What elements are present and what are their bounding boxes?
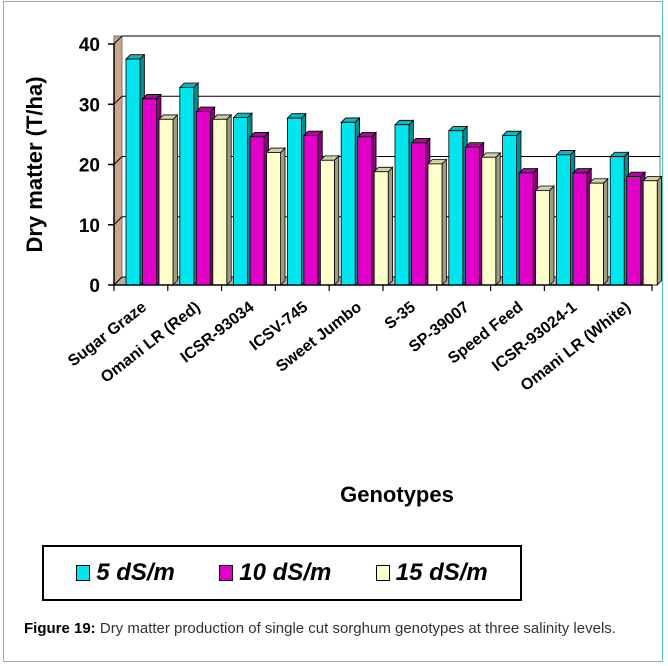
bar [427, 163, 443, 286]
bar [448, 130, 464, 286]
bar [572, 172, 588, 286]
bar [518, 172, 534, 286]
y-tick-label: 40 [79, 35, 100, 56]
legend-label: 15 dS/m [395, 559, 488, 586]
bar [286, 117, 302, 286]
y-tick-label: 20 [79, 156, 100, 177]
legend-swatch [76, 565, 91, 581]
bar-side [549, 185, 555, 286]
bar [556, 154, 571, 286]
caption-text: Dry matter production of single cut sorg… [95, 620, 616, 637]
bar [249, 136, 265, 286]
bar [609, 156, 625, 286]
y-axis-title: Dry matter (T/ha) [22, 76, 47, 252]
bar [212, 118, 228, 286]
bars [125, 53, 663, 286]
legend-label: 10 dS/m [239, 559, 332, 586]
caption-label: Figure 19: [24, 620, 96, 637]
legend-swatch [375, 565, 390, 581]
bar [303, 135, 319, 286]
figure-frame: 0 10 20 30 40 Sugar Graze Omani LR (Red) ICSR-… [3, 1, 663, 662]
bar-side [226, 113, 232, 286]
bar [158, 118, 174, 286]
legend: 5 dS/m 10 dS/m 15 dS/m [42, 545, 522, 601]
legend-item: 10 dS/m [219, 559, 331, 587]
bar [626, 176, 642, 286]
bar [373, 171, 389, 286]
bar-side [603, 177, 609, 286]
x-tick-label: Omani LR (Red) [98, 299, 204, 387]
legend-swatch [219, 565, 234, 581]
y-tick-label: 10 [79, 216, 100, 237]
bar [233, 117, 249, 286]
gridline-diagonal [113, 216, 123, 226]
bar [266, 152, 282, 286]
bar [319, 159, 335, 286]
axes [108, 43, 653, 291]
bar [589, 182, 604, 286]
bar-side [280, 147, 286, 286]
bar-side [441, 158, 447, 286]
gridline-diagonal [113, 35, 123, 45]
bar [195, 111, 211, 286]
bar-side [387, 166, 394, 286]
y-tick-label: 0 [89, 276, 100, 297]
bar [142, 98, 157, 286]
bar [394, 124, 410, 286]
bar [535, 190, 550, 286]
bar-side [656, 175, 662, 286]
bar [340, 121, 356, 286]
bar [464, 146, 480, 286]
gridline-diagonal [113, 95, 123, 105]
x-axis-title: Genotypes [340, 482, 454, 507]
figure-caption: Figure 19: Dry matter production of sing… [24, 619, 654, 639]
bar-side [495, 151, 501, 286]
y-tick-labels: 0 10 20 30 40 [79, 35, 100, 297]
bar-side [172, 113, 178, 286]
legend-item: 15 dS/m [375, 559, 488, 587]
bar [502, 135, 518, 286]
legend-label: 5 dS/m [96, 559, 175, 586]
bar [481, 156, 497, 286]
bar [125, 58, 141, 286]
bar [357, 136, 373, 286]
bar [179, 86, 195, 286]
gridline-diagonal [113, 276, 123, 286]
bar [411, 142, 426, 286]
bar-side [333, 154, 340, 286]
bar [642, 180, 658, 286]
x-tick-label: S-35 [382, 299, 419, 333]
gridline-diagonal [113, 156, 123, 165]
y-tick-label: 30 [79, 95, 100, 116]
legend-item: 5 dS/m [76, 559, 175, 587]
